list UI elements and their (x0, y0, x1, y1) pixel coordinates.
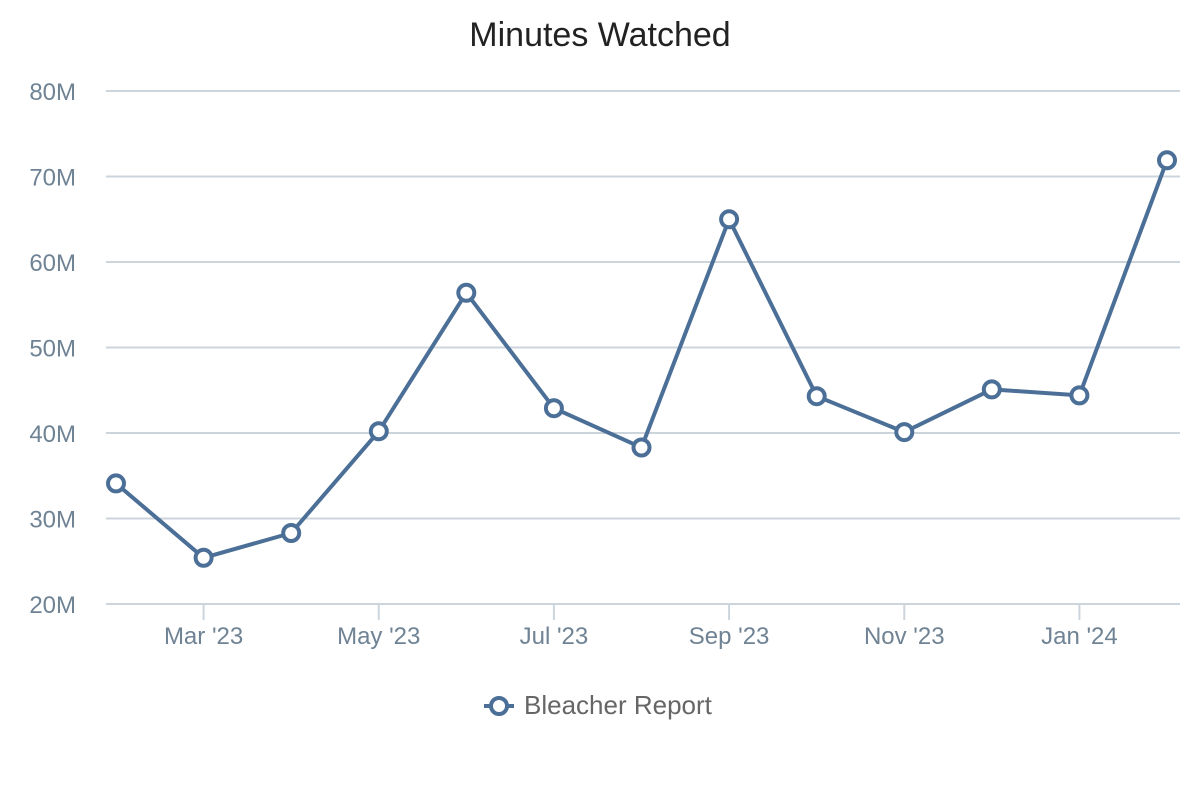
x-axis-labels: Mar '23 May '23 Jul '23 Sep '23 Nov '23 Jan '… (164, 604, 1118, 650)
grid-lines (106, 90, 1180, 605)
data-point-oct-23[interactable] (806, 386, 827, 407)
y-tick-label-20m: 20M (29, 592, 76, 619)
legend-point-marker (489, 696, 509, 716)
y-tick-label-60m: 60M (29, 250, 76, 277)
data-point-nov-23[interactable] (894, 422, 915, 443)
x-tick-label-jan-24: Jan '24 (1041, 623, 1118, 650)
data-point-dec-23[interactable] (981, 379, 1002, 400)
chart-title: Minutes Watched (469, 16, 730, 54)
x-tick-label-nov-23: Nov '23 (864, 623, 945, 650)
data-point-jan-24[interactable] (1069, 385, 1090, 406)
data-point-sep-23[interactable] (719, 209, 740, 230)
y-tick-label-80m: 80M (29, 79, 76, 106)
y-tick-label-40m: 40M (29, 421, 76, 448)
data-point-feb-23[interactable] (106, 473, 126, 494)
y-tick-label-70m: 70M (29, 165, 76, 192)
data-point-apr-23[interactable] (281, 523, 302, 543)
y-tick-label-50m: 50M (29, 336, 76, 363)
series-group (106, 150, 1177, 568)
data-point-may-23[interactable] (368, 421, 389, 442)
data-point-jul-23[interactable] (543, 398, 564, 419)
x-tick-label-may-23: May '23 (337, 623, 420, 650)
x-tick-label-mar-23: Mar '23 (164, 623, 243, 650)
series-line-bleacher-report (114, 158, 1169, 560)
y-axis-labels: 80M 70M 60M 50M 40M 30M 20M (29, 79, 76, 619)
data-point-mar-23[interactable] (193, 547, 214, 568)
data-point-aug-23[interactable] (631, 437, 652, 458)
x-tick-label-sep-23: Sep '23 (689, 623, 770, 650)
y-tick-label-30m: 30M (29, 507, 76, 534)
legend-label-bleacher-report: Bleacher Report (524, 690, 713, 720)
legend[interactable]: Bleacher Report (484, 690, 713, 720)
data-point-feb-24[interactable] (1157, 150, 1177, 171)
data-point-jun-23[interactable] (456, 282, 477, 303)
x-tick-label-jul-23: Jul '23 (520, 623, 589, 650)
